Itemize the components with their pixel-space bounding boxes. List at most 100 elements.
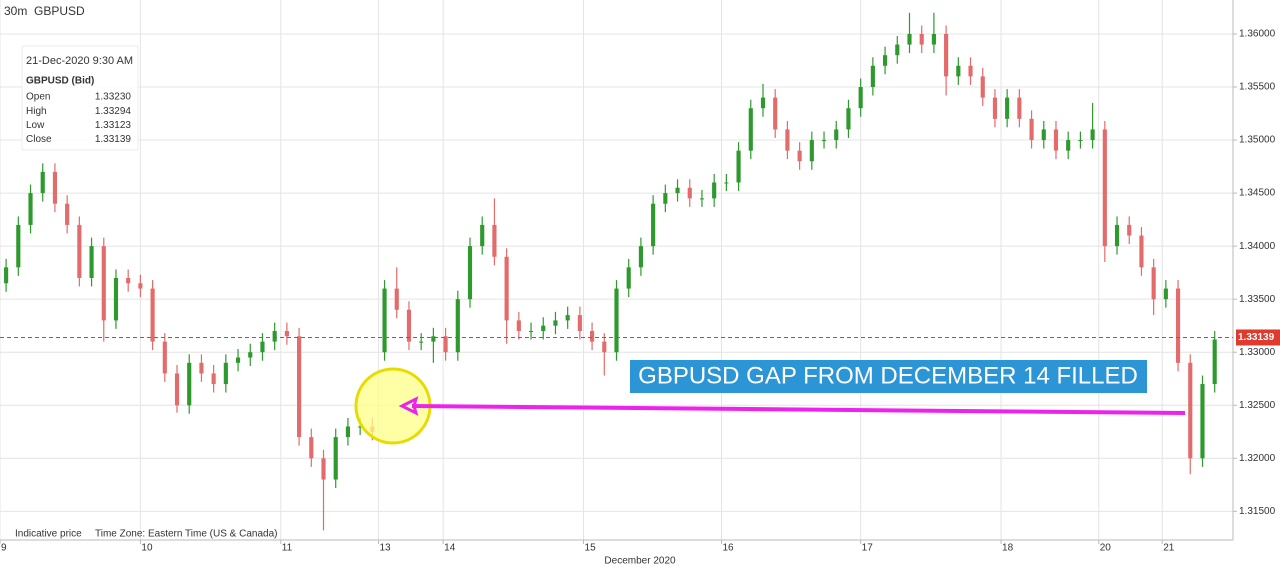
candle-body [52, 171, 58, 204]
candle-body [272, 331, 277, 342]
info-value: 1.33123 [95, 120, 132, 131]
info-label: Low [26, 120, 45, 131]
candle-body [211, 373, 216, 385]
candle-body [1066, 140, 1071, 151]
y-tick-label: 1.33000 [1239, 347, 1276, 358]
candle-body [614, 288, 619, 353]
x-tick-label: 11 [282, 543, 293, 554]
candle-body [406, 309, 412, 342]
candle-body [16, 224, 21, 268]
candle-body [1053, 129, 1059, 151]
candle-body [748, 108, 753, 151]
x-tick-label: 21 [1163, 543, 1175, 554]
y-tick-label: 1.34500 [1239, 188, 1276, 199]
x-axis-label: December 2020 [604, 556, 676, 567]
candle-body [712, 182, 717, 199]
arrow-head [398, 396, 419, 416]
candle-body [248, 352, 253, 358]
candle-body [187, 362, 192, 406]
candle-layer [4, 12, 1217, 531]
candle-body [199, 362, 204, 374]
y-tick-label: 1.31500 [1239, 506, 1276, 517]
candle-body [101, 246, 106, 321]
x-tick-label: 18 [1002, 543, 1014, 554]
candle-body [1005, 97, 1010, 119]
x-tick-label: 9 [1, 543, 7, 554]
x-tick-label: 10 [141, 543, 153, 554]
candle-body [504, 256, 509, 321]
y-tick-label: 1.33500 [1239, 294, 1276, 305]
candle-body [565, 315, 570, 321]
info-value: 1.33139 [95, 134, 132, 145]
candle-body [260, 341, 265, 353]
arrow-shaft [411, 404, 1186, 415]
symbol: GBPUSD [34, 4, 85, 18]
y-tick-label: 1.34000 [1239, 241, 1276, 252]
candle-body [223, 362, 228, 385]
candle-body [809, 140, 814, 162]
candle-body [638, 246, 643, 268]
info-rows: Open 1.33230 High 1.33294 Low 1.33123 Close 1.3… [26, 92, 131, 146]
candle-body [1127, 224, 1132, 236]
candle-body [345, 426, 351, 438]
candle-body [919, 33, 924, 45]
info-date: 21-Dec-2020 9:30 AM [26, 55, 133, 67]
info-label: High [26, 106, 47, 117]
info-label: Close [26, 134, 52, 145]
candle-body [1175, 288, 1181, 363]
candle-body [699, 198, 705, 200]
x-tick-label: 14 [444, 543, 456, 554]
annotation-box [630, 360, 1147, 393]
candle-body [956, 65, 961, 77]
candle-body [663, 193, 668, 204]
candle-body [602, 341, 607, 353]
candle-body [1163, 288, 1168, 300]
x-tick-label: 17 [862, 543, 874, 554]
candle-body [126, 277, 131, 284]
candle-body [1212, 339, 1217, 385]
info-symbol: GBPUSD (Bid) [26, 76, 94, 87]
candle-body [455, 299, 460, 353]
candle-body [492, 224, 497, 257]
candle-body [590, 331, 595, 342]
candle-body [907, 33, 912, 45]
candle-body [382, 288, 387, 353]
candle-body [284, 331, 289, 337]
candle-body [162, 341, 167, 374]
info-box: 21-Dec-2020 9:30 AM GBPUSD (Bid) Open 1.3… [21, 45, 139, 151]
x-tick-label: 20 [1100, 543, 1112, 554]
candle-body [480, 224, 485, 247]
candle-body [895, 44, 900, 56]
candle-body [931, 33, 936, 45]
candle-body [834, 129, 839, 141]
candle-body [77, 224, 82, 278]
candle-body [821, 140, 827, 142]
candle-body [394, 288, 399, 310]
candle-body [89, 246, 94, 278]
candle-body [28, 193, 33, 225]
candle-body [467, 246, 473, 300]
candle-body [626, 267, 631, 289]
annotation: GBPUSD GAP FROM DECEMBER 14 FILLED [638, 362, 1138, 389]
last-price-box [1236, 329, 1280, 346]
candle-body [577, 315, 582, 332]
y-tick-label: 1.35500 [1239, 82, 1276, 93]
candle-body [1078, 140, 1083, 142]
candle-body [1114, 224, 1120, 247]
y-tick-label: 1.32500 [1239, 400, 1276, 411]
candle-body [944, 33, 949, 77]
candle-body [797, 150, 802, 162]
candle-body [760, 97, 766, 109]
candle-body [65, 203, 70, 225]
candle-body [150, 288, 155, 342]
candle-body [858, 86, 863, 109]
candle-body [309, 437, 314, 459]
info-box-bg [21, 45, 139, 151]
info-label: Open [26, 92, 50, 103]
candle-body [321, 458, 326, 480]
candle-body [431, 336, 436, 342]
candle-body [980, 76, 985, 98]
candle-body [174, 373, 180, 406]
candle-body [1139, 235, 1144, 268]
